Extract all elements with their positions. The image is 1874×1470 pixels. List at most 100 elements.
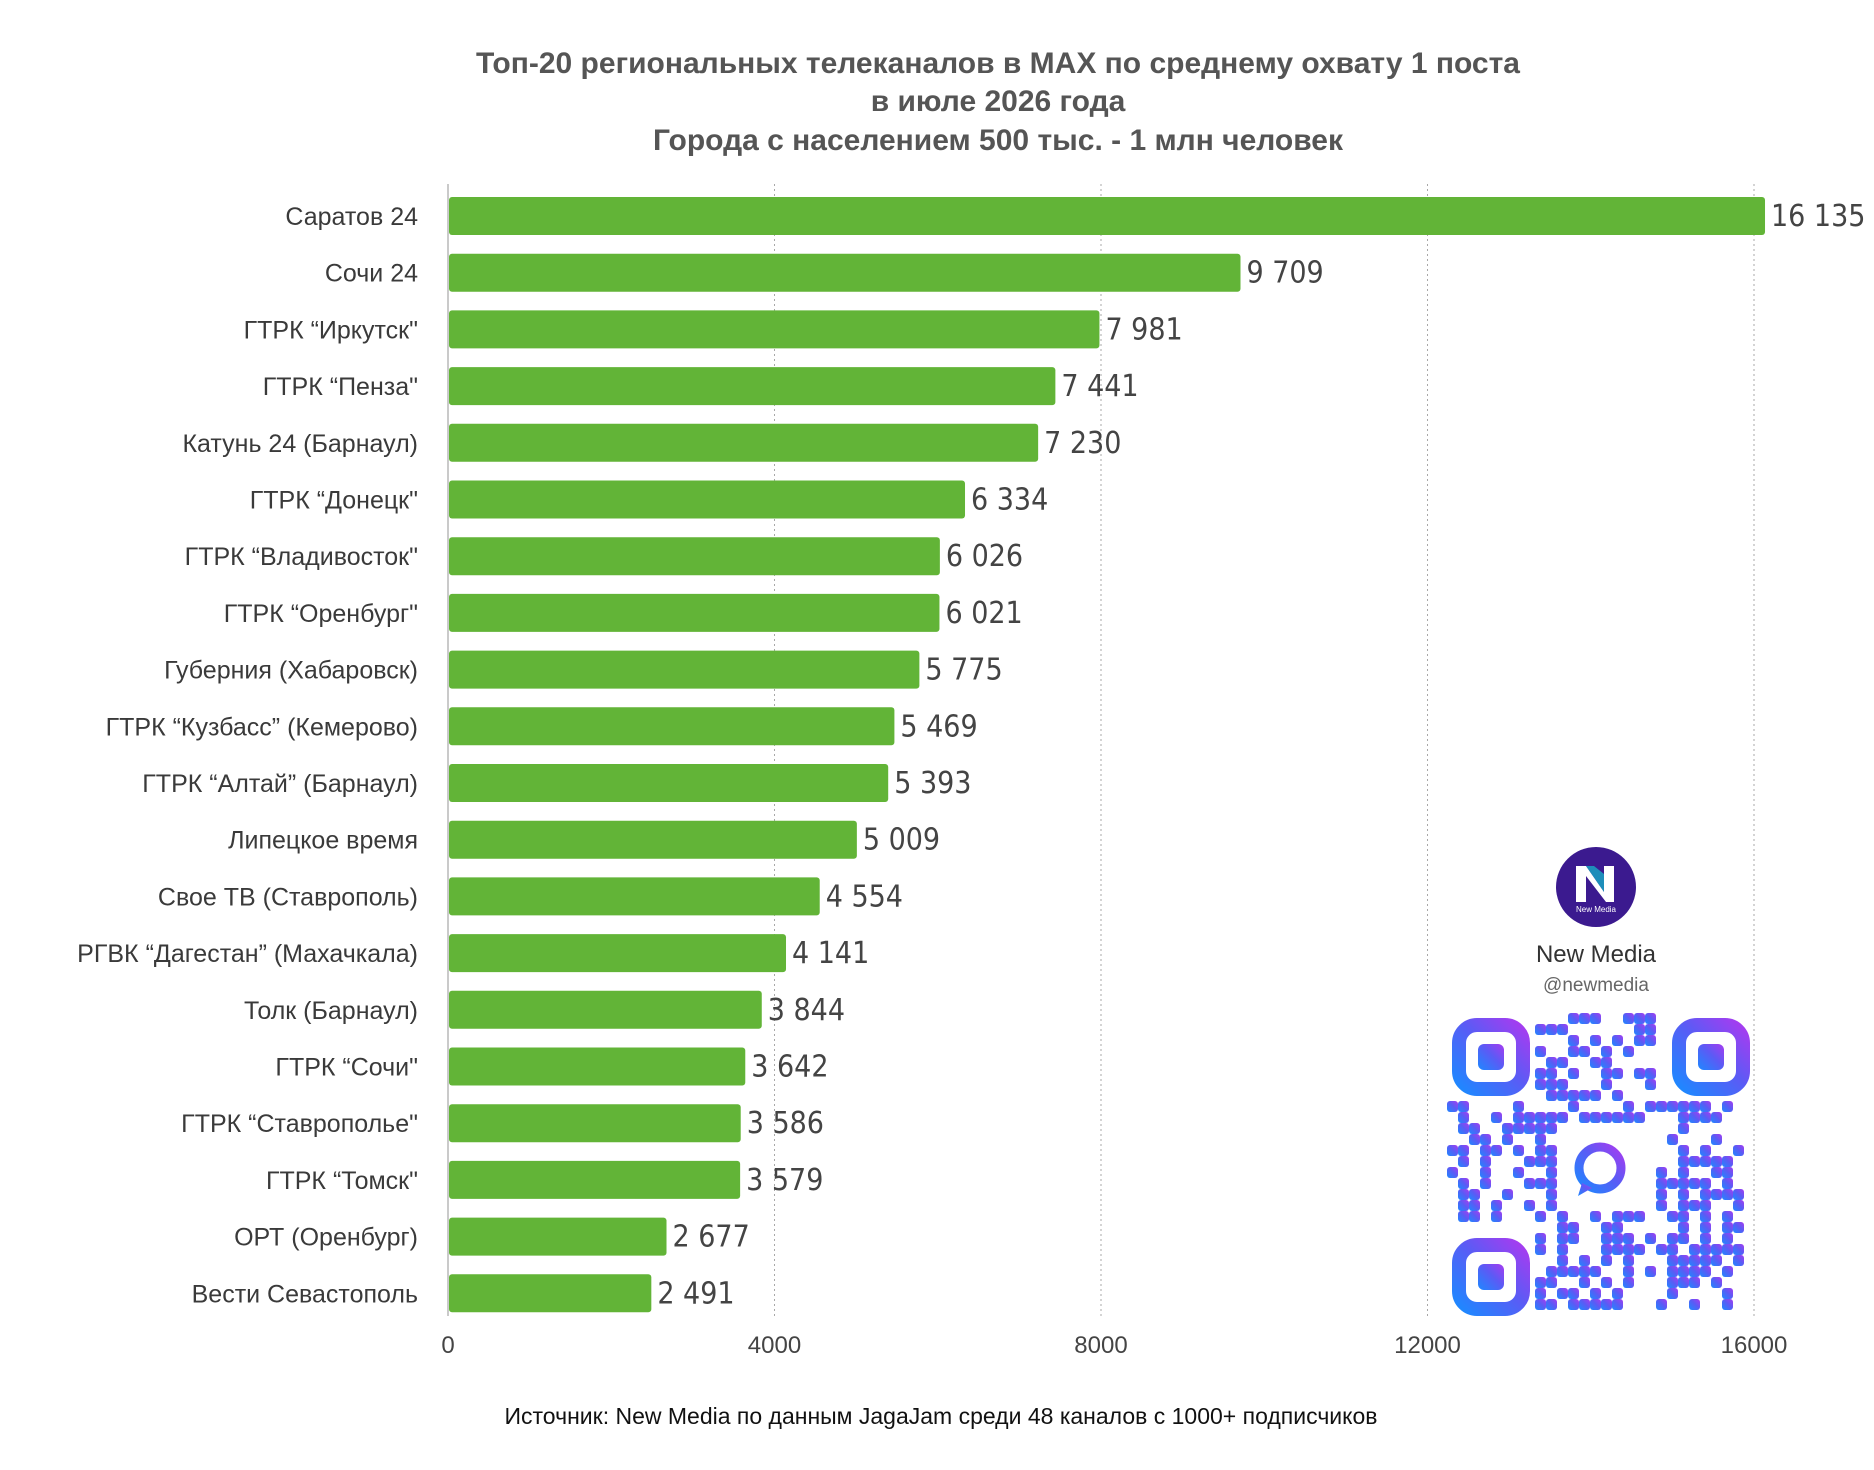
- qr-module: [1546, 1277, 1557, 1288]
- qr-module: [1447, 1167, 1458, 1178]
- value-label: 2 677: [673, 1220, 750, 1255]
- category-label: РГВК “Дагестан” (Махачкала): [77, 940, 418, 968]
- qr-module: [1722, 1156, 1733, 1167]
- qr-module: [1480, 1156, 1491, 1167]
- x-tick-label: 0: [441, 1332, 454, 1359]
- qr-module: [1733, 1222, 1744, 1233]
- qr-module: [1612, 1222, 1623, 1233]
- qr-module: [1458, 1156, 1469, 1167]
- value-label: 7 441: [1061, 369, 1138, 404]
- qr-module: [1678, 1112, 1689, 1123]
- qr-module: [1700, 1233, 1711, 1244]
- qr-module: [1568, 1288, 1579, 1299]
- qr-module: [1557, 1266, 1568, 1277]
- qr-module: [1689, 1156, 1700, 1167]
- qr-module: [1524, 1123, 1535, 1134]
- qr-module: [1579, 1277, 1590, 1288]
- qr-module: [1546, 1145, 1557, 1156]
- value-label: 6 021: [945, 596, 1022, 631]
- qr-module: [1568, 1013, 1579, 1024]
- qr-module: [1656, 1101, 1667, 1112]
- qr-module: [1601, 1222, 1612, 1233]
- bar: [449, 934, 787, 973]
- qr-module: [1590, 1035, 1601, 1046]
- qr-module: [1623, 1211, 1634, 1222]
- category-label: ГТРК “Томск": [266, 1167, 418, 1195]
- category-label: Саратов 24: [285, 203, 418, 231]
- qr-module: [1623, 1277, 1634, 1288]
- qr-module: [1491, 1211, 1502, 1222]
- qr-module: [1601, 1112, 1612, 1123]
- qr-module: [1546, 1024, 1557, 1035]
- qr-module: [1458, 1112, 1469, 1123]
- category-label: ГТРК “Сочи": [275, 1054, 418, 1082]
- qr-module: [1535, 1156, 1546, 1167]
- qr-module: [1645, 1013, 1656, 1024]
- qr-module: [1590, 1013, 1601, 1024]
- qr-module: [1458, 1145, 1469, 1156]
- qr-module: [1590, 1211, 1601, 1222]
- qr-module: [1733, 1255, 1744, 1266]
- qr-module: [1568, 1222, 1579, 1233]
- qr-module: [1623, 1101, 1634, 1112]
- value-label: 5 393: [894, 766, 971, 801]
- qr-module: [1601, 1079, 1612, 1090]
- qr-module: [1612, 1211, 1623, 1222]
- value-label: 7 230: [1044, 426, 1121, 461]
- qr-module: [1623, 1013, 1634, 1024]
- qr-module: [1722, 1233, 1733, 1244]
- qr-module: [1524, 1112, 1535, 1123]
- qr-module: [1623, 1266, 1634, 1277]
- qr-module: [1469, 1134, 1480, 1145]
- qr-code-icon: [1447, 1013, 1750, 1316]
- brand-name: New Media: [1536, 941, 1657, 968]
- brand-logo-n-icon: [1576, 866, 1614, 902]
- value-label: 6 026: [946, 539, 1023, 574]
- qr-module: [1601, 1244, 1612, 1255]
- qr-module: [1678, 1101, 1689, 1112]
- qr-module: [1469, 1200, 1480, 1211]
- qr-module: [1634, 1211, 1645, 1222]
- qr-module: [1535, 1277, 1546, 1288]
- qr-module: [1612, 1233, 1623, 1244]
- x-tick-label: 12000: [1394, 1332, 1461, 1359]
- qr-module: [1480, 1167, 1491, 1178]
- bar: [449, 197, 1766, 235]
- value-label: 5 469: [900, 709, 977, 744]
- qr-module: [1601, 1046, 1612, 1057]
- qr-module: [1502, 1134, 1513, 1145]
- qr-module: [1557, 1233, 1568, 1244]
- category-label: Вести Севастополь: [192, 1280, 418, 1308]
- qr-module: [1689, 1266, 1700, 1277]
- qr-module: [1722, 1178, 1733, 1189]
- qr-module: [1546, 1156, 1557, 1167]
- qr-module: [1667, 1211, 1678, 1222]
- qr-module: [1645, 1035, 1656, 1046]
- qr-module: [1678, 1189, 1689, 1200]
- bars: [449, 197, 1766, 1313]
- qr-module: [1579, 1255, 1590, 1266]
- qr-module: [1645, 1101, 1656, 1112]
- qr-module: [1656, 1167, 1667, 1178]
- qr-module: [1645, 1266, 1656, 1277]
- qr-module: [1480, 1178, 1491, 1189]
- qr-module: [1722, 1288, 1733, 1299]
- qr-module: [1579, 1013, 1590, 1024]
- qr-module: [1557, 1090, 1568, 1101]
- qr-module: [1623, 1233, 1634, 1244]
- category-label: ГТРК “Донецк": [250, 487, 418, 515]
- qr-module: [1678, 1222, 1689, 1233]
- qr-module: [1601, 1233, 1612, 1244]
- qr-module: [1711, 1255, 1722, 1266]
- qr-module: [1513, 1123, 1524, 1134]
- value-label: 5 009: [863, 823, 940, 858]
- qr-module: [1700, 1156, 1711, 1167]
- qr-module: [1678, 1156, 1689, 1167]
- qr-module: [1700, 1211, 1711, 1222]
- qr-module: [1458, 1101, 1469, 1112]
- category-label: ГТРК “Оренбург": [224, 600, 418, 628]
- qr-module: [1656, 1299, 1667, 1310]
- qr-module: [1546, 1057, 1557, 1068]
- bar: [449, 253, 1241, 292]
